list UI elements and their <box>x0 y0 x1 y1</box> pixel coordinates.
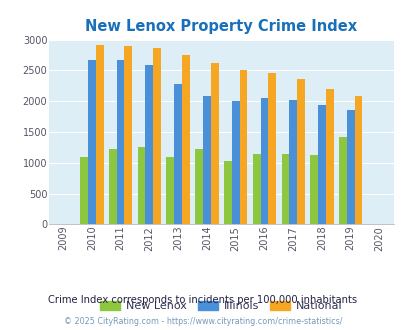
Bar <box>88 60 96 224</box>
Bar <box>224 161 231 224</box>
Bar <box>239 70 247 224</box>
Bar <box>109 149 117 224</box>
Bar <box>309 155 317 224</box>
Text: Crime Index corresponds to incidents per 100,000 inhabitants: Crime Index corresponds to incidents per… <box>48 295 357 305</box>
Bar <box>346 111 354 224</box>
Bar <box>202 96 210 224</box>
Bar <box>289 100 296 224</box>
Bar <box>153 48 161 224</box>
Bar <box>145 65 153 224</box>
Bar <box>325 89 333 224</box>
Bar <box>137 147 145 224</box>
Bar <box>268 73 275 224</box>
Bar <box>166 157 174 224</box>
Legend: New Lenox, Illinois, National: New Lenox, Illinois, National <box>96 296 346 316</box>
Bar <box>181 55 189 224</box>
Bar <box>296 79 304 224</box>
Bar <box>210 63 218 224</box>
Text: © 2025 CityRating.com - https://www.cityrating.com/crime-statistics/: © 2025 CityRating.com - https://www.city… <box>64 317 341 326</box>
Bar <box>195 149 202 224</box>
Bar <box>174 84 181 224</box>
Bar <box>260 97 268 224</box>
Bar <box>338 137 346 224</box>
Bar <box>231 101 239 224</box>
Bar <box>252 153 260 224</box>
Title: New Lenox Property Crime Index: New Lenox Property Crime Index <box>85 19 356 34</box>
Bar <box>317 105 325 224</box>
Bar <box>281 154 289 224</box>
Bar <box>124 46 132 224</box>
Bar <box>80 157 88 224</box>
Bar <box>96 45 103 224</box>
Bar <box>117 60 124 224</box>
Bar <box>354 96 361 224</box>
